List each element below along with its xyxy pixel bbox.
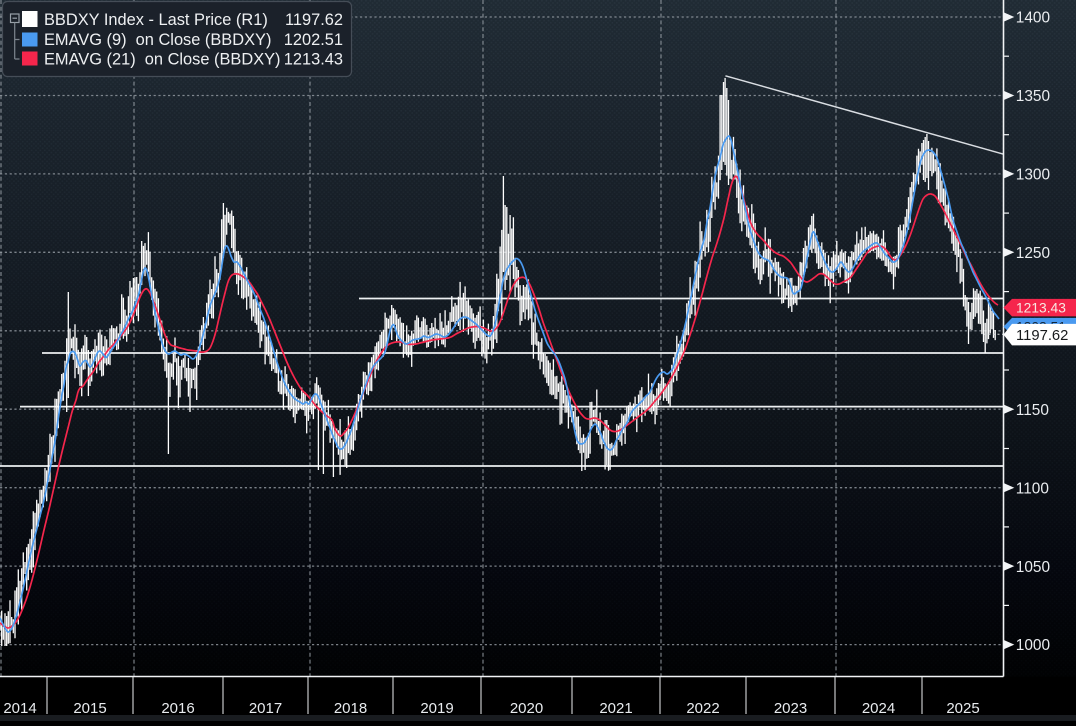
svg-text:2016: 2016 (161, 700, 194, 717)
svg-text:EMAVG (21) on Close (BBDXY): EMAVG (21) on Close (BBDXY) (44, 51, 281, 69)
svg-text:2025: 2025 (946, 700, 979, 717)
svg-text:1213.43: 1213.43 (1016, 301, 1066, 316)
svg-text:EMAVG (9) on Close (BBDXY): EMAVG (9) on Close (BBDXY) (44, 31, 271, 49)
svg-text:2015: 2015 (73, 700, 106, 717)
svg-text:2014: 2014 (3, 700, 36, 717)
svg-text:1197.62: 1197.62 (1016, 328, 1068, 344)
svg-text:1213.43: 1213.43 (284, 51, 343, 69)
svg-text:2022: 2022 (686, 700, 719, 717)
svg-text:2018: 2018 (334, 700, 367, 717)
svg-text:1197.62: 1197.62 (285, 11, 343, 29)
svg-text:1250: 1250 (1016, 245, 1050, 262)
svg-text:2020: 2020 (510, 700, 543, 717)
svg-text:1400: 1400 (1016, 10, 1050, 27)
svg-text:1000: 1000 (1016, 637, 1050, 654)
svg-text:BBDXY Index - Last Price (R1): BBDXY Index - Last Price (R1) (44, 11, 268, 29)
svg-text:1150: 1150 (1016, 402, 1049, 419)
svg-text:1100: 1100 (1016, 480, 1049, 497)
svg-text:2019: 2019 (420, 700, 453, 717)
svg-text:2021: 2021 (599, 700, 632, 717)
svg-text:2023: 2023 (774, 700, 807, 717)
svg-text:2017: 2017 (249, 700, 282, 717)
svg-text:1050: 1050 (1016, 559, 1050, 576)
svg-text:2024: 2024 (862, 700, 895, 717)
svg-text:1350: 1350 (1016, 88, 1050, 105)
svg-text:1202.51: 1202.51 (284, 31, 343, 49)
svg-text:1300: 1300 (1016, 167, 1050, 184)
